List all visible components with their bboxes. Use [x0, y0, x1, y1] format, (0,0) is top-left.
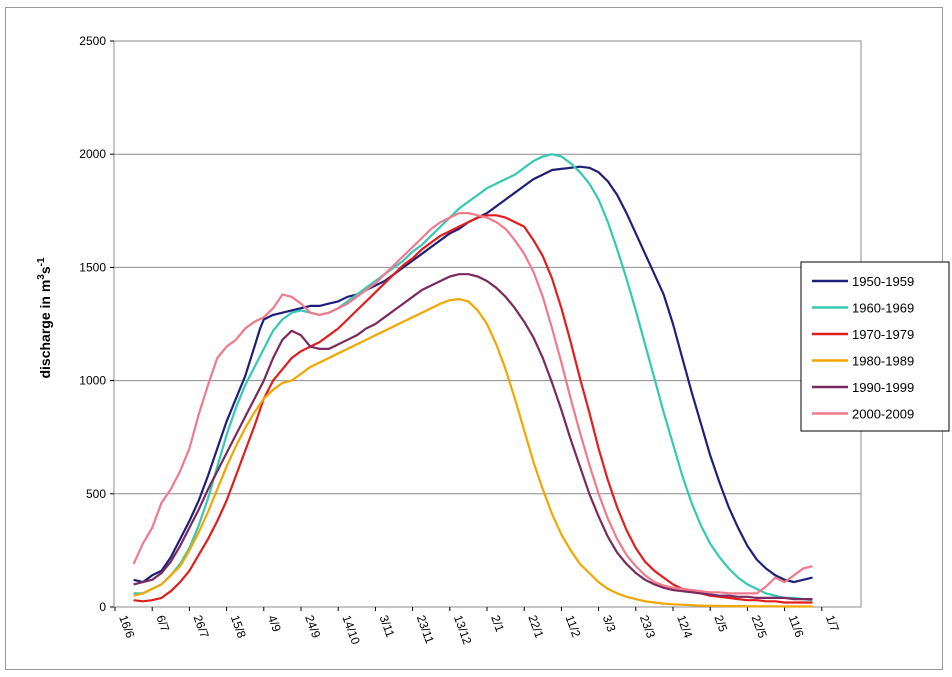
y-tick-label: 500: [86, 487, 106, 501]
x-tick-label: 3/3: [600, 613, 619, 634]
legend-box: [800, 261, 950, 432]
y-tick-label: 1500: [79, 260, 106, 274]
series-line-1980-1989: [133, 298, 813, 608]
x-tick-label: 23/3: [637, 613, 658, 640]
y-axis-label: discharge in m3s-1: [36, 257, 53, 379]
legend-label: 1980-1989: [852, 354, 914, 369]
legend-label: 1960-1969: [852, 301, 914, 316]
y-tick-label: 2500: [79, 34, 106, 48]
x-tick-label: 14/10: [339, 613, 363, 646]
x-tick-label: 26/7: [191, 613, 212, 640]
y-tick-label: 1000: [79, 374, 106, 388]
x-tick-label: 6/7: [153, 613, 172, 634]
y-axis-ticks: 0 500 1000 1500 2000 2500: [79, 34, 114, 614]
x-axis-ticks: 16/6 6/7 26/7 15/8 4/9 24/9 14/10 3/11 23/11 13/1…: [114, 607, 842, 647]
legend-label: 1990-1999: [852, 380, 914, 395]
x-tick-label: 2/1: [488, 613, 507, 634]
x-tick-label: 15/8: [228, 613, 249, 640]
x-tick-label: 23/11: [414, 613, 437, 645]
legend: 1950-1959 1960-1969 1970-1979 1980-1989 1990…: [800, 261, 950, 432]
series-line-2000-2009: [132, 212, 813, 595]
x-tick-label: 13/12: [451, 613, 475, 646]
x-tick-label: 11/2: [563, 613, 584, 639]
x-tick-label: 3/11: [377, 613, 398, 639]
series-line-1960-1969: [133, 153, 813, 602]
x-tick-label: 11/6: [786, 613, 807, 639]
x-tick-label: 24/9: [302, 613, 323, 640]
x-tick-label: 22/1: [525, 613, 546, 640]
legend-label: 2000-2009: [852, 407, 914, 422]
x-tick-label: 1/7: [823, 613, 842, 634]
x-tick-label: 2/5: [711, 613, 730, 634]
gridlines: [114, 40, 861, 495]
series-line-1990-1999: [133, 273, 813, 601]
x-tick-label: 4/9: [265, 613, 284, 634]
y-tick-label: 0: [99, 600, 106, 614]
legend-label: 1970-1979: [852, 327, 914, 342]
y-tick-label: 2000: [79, 147, 106, 161]
x-tick-label: 22/5: [749, 613, 770, 640]
x-tick-label: 12/4: [674, 613, 695, 640]
series-lines: [132, 153, 813, 608]
x-tick-label: 16/6: [116, 613, 137, 640]
legend-label: 1950-1959: [852, 274, 914, 289]
